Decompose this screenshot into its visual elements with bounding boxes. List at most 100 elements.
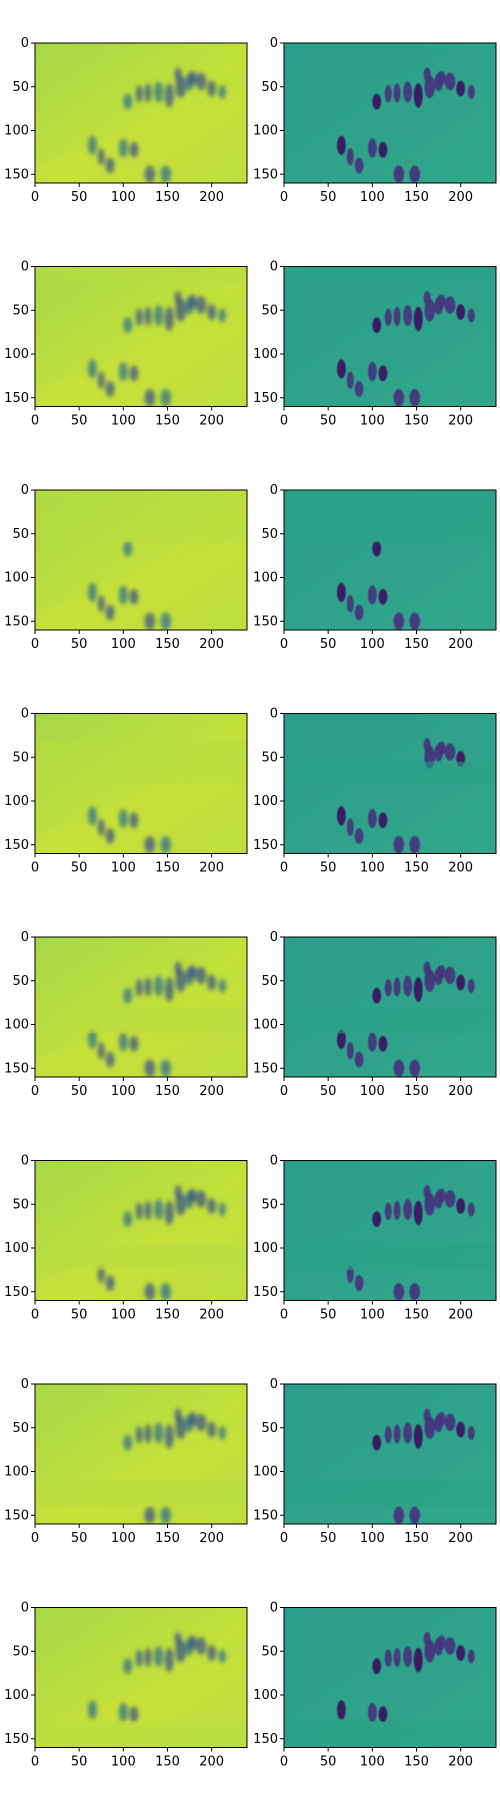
x-tick-label: 200 xyxy=(199,1531,224,1546)
heatmap-image xyxy=(35,713,247,854)
blob xyxy=(372,987,382,1004)
blob xyxy=(393,612,405,630)
x-tick-label: 100 xyxy=(111,1755,136,1770)
blob xyxy=(337,359,346,379)
blob xyxy=(409,165,421,183)
blob xyxy=(393,165,405,183)
blob xyxy=(367,1702,377,1723)
y-tick-label: 150 xyxy=(4,167,29,182)
blob xyxy=(403,81,413,103)
blob xyxy=(207,80,217,97)
blob xyxy=(174,1185,182,1199)
blob xyxy=(456,974,466,991)
blob xyxy=(409,1506,421,1524)
blob xyxy=(160,612,172,630)
blob xyxy=(337,806,346,826)
x-tick-label: 50 xyxy=(71,414,88,429)
blob xyxy=(187,1412,197,1426)
band-artifact xyxy=(284,1721,496,1748)
blob xyxy=(135,979,143,997)
axes-frame xyxy=(34,1607,248,1748)
blob xyxy=(160,165,172,183)
x-tick-label: 200 xyxy=(448,1308,473,1323)
blob xyxy=(467,308,475,323)
blob xyxy=(123,987,133,1004)
blob xyxy=(444,1637,456,1655)
axes-frame xyxy=(283,713,497,854)
x-tick-label: 100 xyxy=(111,1084,136,1099)
blob xyxy=(174,1632,182,1646)
blob xyxy=(144,977,152,997)
panel-r5-c2: 0 50 100 150 200 0 50 100 150 xyxy=(253,930,497,1099)
x-tick-label: 200 xyxy=(199,1084,224,1099)
x-tick-label: 200 xyxy=(448,637,473,652)
blob xyxy=(393,836,405,854)
blob xyxy=(384,1202,392,1220)
panel-r3-c1: 0 50 100 150 200 0 50 100 150 xyxy=(4,483,248,652)
y-tick-label: 150 xyxy=(253,391,278,406)
blob xyxy=(456,80,466,97)
blob xyxy=(105,1051,115,1068)
panel-r7-c2: 0 50 100 150 200 0 50 100 150 xyxy=(253,1377,497,1546)
x-tick-label: 150 xyxy=(404,1308,429,1323)
blob xyxy=(436,1635,446,1650)
blob xyxy=(144,1200,152,1220)
blob xyxy=(367,1032,377,1052)
blob xyxy=(164,1200,174,1226)
blob xyxy=(423,961,431,976)
axes-frame xyxy=(283,42,497,184)
heatmap-image xyxy=(35,266,247,407)
blob xyxy=(164,306,174,332)
y-tick-label: 100 xyxy=(253,124,278,139)
blob xyxy=(160,1283,172,1301)
blob xyxy=(423,1408,431,1423)
blob xyxy=(135,1649,143,1667)
y-tick-label: 0 xyxy=(21,483,29,498)
blob xyxy=(164,977,174,1002)
heatmap-image xyxy=(284,43,496,183)
blob xyxy=(118,585,128,605)
x-tick-label: 200 xyxy=(448,1531,473,1546)
y-tick-label: 0 xyxy=(21,1601,29,1616)
blob xyxy=(195,296,207,314)
y-tick-label: 50 xyxy=(261,1197,278,1212)
blob xyxy=(123,93,133,110)
blob xyxy=(97,595,105,613)
x-tick-label: 0 xyxy=(31,414,39,429)
y-tick-label: 100 xyxy=(4,571,29,586)
x-tick-label: 200 xyxy=(199,637,224,652)
x-tick-label: 100 xyxy=(111,1531,136,1546)
band-artifact xyxy=(35,1480,247,1507)
axes-frame xyxy=(283,1383,497,1525)
blob xyxy=(144,1424,152,1444)
blob xyxy=(354,828,364,844)
blob xyxy=(129,141,139,158)
blob xyxy=(135,308,143,326)
blob xyxy=(393,389,405,407)
y-tick-label: 50 xyxy=(12,1197,29,1212)
x-tick-label: 100 xyxy=(360,861,385,876)
blob xyxy=(135,1202,143,1220)
blob xyxy=(195,966,207,985)
blob xyxy=(467,1202,475,1217)
y-tick-label: 100 xyxy=(4,794,29,809)
x-tick-label: 200 xyxy=(448,190,473,205)
blob xyxy=(378,141,388,158)
blob xyxy=(88,1029,97,1049)
x-tick-label: 0 xyxy=(280,1084,288,1099)
blob xyxy=(337,582,346,602)
y-tick-label: 50 xyxy=(12,80,29,95)
blob xyxy=(123,1658,133,1674)
x-tick-label: 100 xyxy=(111,414,136,429)
blob xyxy=(154,305,164,326)
blob xyxy=(367,808,377,829)
x-tick-label: 200 xyxy=(448,414,473,429)
y-tick-label: 150 xyxy=(4,1732,29,1747)
blob xyxy=(218,85,226,99)
x-tick-label: 200 xyxy=(448,1755,473,1770)
blob xyxy=(144,612,156,630)
blob xyxy=(207,974,217,991)
blob xyxy=(144,389,156,407)
band-artifact xyxy=(284,1480,496,1507)
blob xyxy=(105,604,115,621)
